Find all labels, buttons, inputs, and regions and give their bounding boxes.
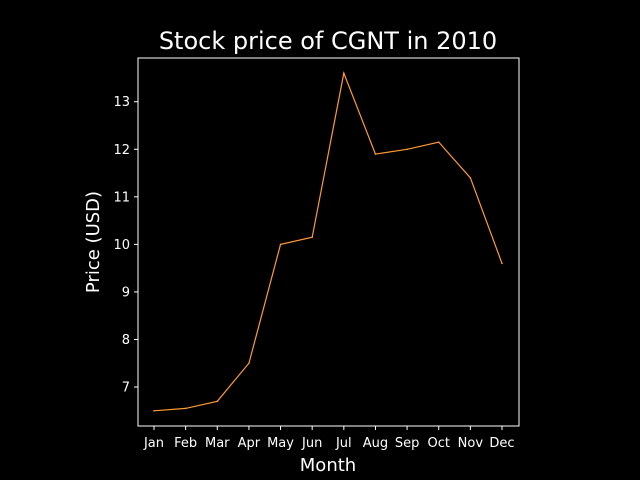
data-point bbox=[469, 177, 472, 179]
data-point bbox=[153, 409, 155, 412]
y-tick-label: 10 bbox=[113, 238, 130, 253]
data-point bbox=[501, 262, 503, 265]
x-tick-label: Jun bbox=[301, 436, 322, 451]
chart-title: Stock price of CGNT in 2010 bbox=[159, 27, 497, 55]
series-layer bbox=[153, 71, 503, 412]
plot-area-frame bbox=[137, 57, 520, 427]
data-point bbox=[437, 141, 440, 143]
x-tick-label: Jul bbox=[335, 436, 352, 451]
y-axis-label: Price (USD) bbox=[83, 191, 104, 293]
data-point bbox=[279, 243, 282, 246]
x-tick-label: Sep bbox=[395, 436, 420, 451]
x-tick-label: Mar bbox=[205, 436, 230, 451]
data-point bbox=[216, 400, 219, 403]
data-point bbox=[374, 153, 377, 155]
x-tick-label: Jan bbox=[143, 436, 164, 451]
data-point bbox=[343, 72, 345, 75]
x-tick-label: May bbox=[267, 436, 294, 451]
y-axis: 7 8 9 10 11 12 13 bbox=[113, 95, 138, 396]
x-tick-label: Nov bbox=[458, 436, 484, 451]
series-line bbox=[153, 71, 503, 412]
x-axis: Jan Feb Mar Apr May Jun Jul Aug Sep Oct Nov Dec bbox=[143, 426, 515, 451]
x-tick-label: Apr bbox=[238, 436, 261, 451]
data-point bbox=[406, 148, 408, 151]
y-tick-label: 12 bbox=[113, 143, 130, 158]
y-tick-label: 8 bbox=[122, 333, 130, 348]
x-tick-label: Dec bbox=[489, 436, 514, 451]
x-tick-label: Oct bbox=[427, 436, 449, 451]
data-point bbox=[311, 236, 313, 239]
data-point bbox=[248, 362, 250, 365]
x-tick-label: Aug bbox=[363, 436, 388, 451]
data-point bbox=[184, 407, 187, 410]
x-tick-label: Feb bbox=[174, 436, 197, 451]
y-tick-label: 9 bbox=[122, 285, 130, 300]
x-axis-label: Month bbox=[300, 455, 356, 476]
y-tick-label: 7 bbox=[122, 381, 130, 396]
y-tick-label: 11 bbox=[113, 190, 130, 205]
y-tick-label: 13 bbox=[113, 95, 130, 110]
